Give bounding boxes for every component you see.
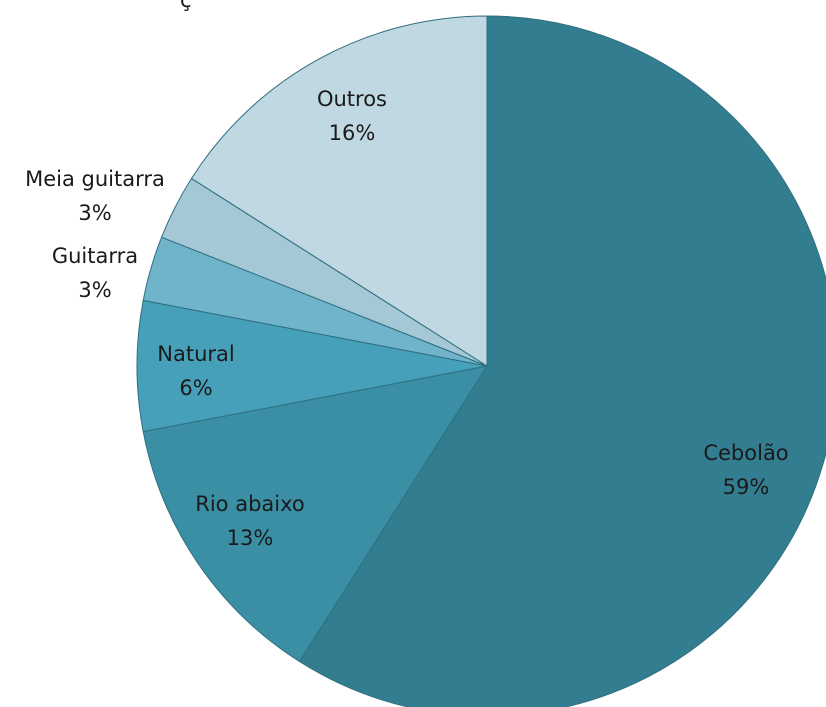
pie-slice-outros	[190, 15, 488, 367]
slice-label-guitarra: Guitarra	[52, 244, 138, 268]
pie-slice-rio-abaixo	[142, 365, 489, 663]
slice-percent-rio-abaixo: 13%	[227, 526, 274, 550]
pie-slice-natural	[136, 299, 488, 433]
slice-label-outros: Outros	[317, 87, 387, 111]
cropped-title-fragment: ç	[180, 0, 192, 12]
slice-label-rio-abaixo: Rio abaixo	[195, 492, 304, 516]
slice-percent-outros: 16%	[329, 121, 376, 145]
slice-label-natural: Natural	[157, 342, 234, 366]
slice-percent-natural: 6%	[179, 376, 212, 400]
slice-label-meia-guitarra: Meia guitarra	[25, 167, 165, 191]
slice-percent-cebolao: 59%	[723, 475, 770, 499]
slice-percent-meia-guitarra: 3%	[78, 201, 111, 225]
slice-percent-guitarra: 3%	[78, 278, 111, 302]
pie-slice-cebolao	[298, 15, 826, 707]
slice-label-cebolao: Cebolão	[703, 441, 788, 465]
